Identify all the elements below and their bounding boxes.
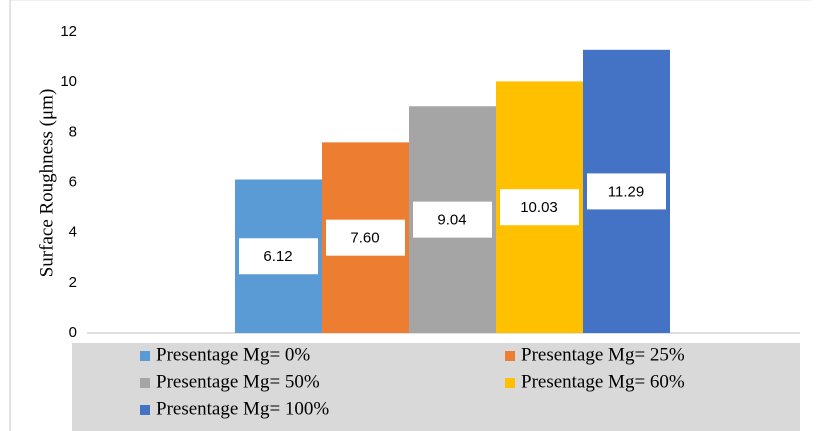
y-axis-label: Surface Roughness (μm) — [36, 89, 57, 278]
value-label: 9.04 — [437, 212, 466, 229]
value-label: 11.29 — [608, 183, 644, 200]
value-label: 6.12 — [263, 248, 292, 265]
y-tick-label: 10 — [60, 73, 77, 90]
value-label-box — [500, 189, 579, 226]
y-tick-label: 0 — [69, 324, 77, 341]
legend-label: Presentage Mg= 0% — [156, 344, 310, 365]
legend-label: Presentage Mg= 100% — [156, 398, 329, 419]
legend-label: Presentage Mg= 50% — [156, 371, 320, 392]
value-label-box — [587, 173, 666, 210]
value-label-box — [326, 219, 405, 256]
y-tick-label: 2 — [69, 274, 77, 291]
y-tick-label: 4 — [69, 224, 77, 241]
y-tick-label: 6 — [69, 173, 77, 190]
legend-label: Presentage Mg= 25% — [521, 344, 685, 365]
legend-box — [72, 343, 800, 431]
legend-label: Presentage Mg= 60% — [521, 371, 685, 392]
legend-swatch — [140, 405, 150, 415]
value-label-box — [413, 201, 492, 238]
value-label-box — [239, 238, 318, 275]
legend-swatch — [140, 378, 150, 388]
value-label: 7.60 — [350, 230, 379, 247]
y-tick-label: 12 — [60, 23, 77, 40]
legend-swatch — [505, 351, 515, 361]
legend-swatch — [505, 378, 515, 388]
y-tick-label: 8 — [69, 123, 77, 140]
value-label: 10.03 — [520, 199, 558, 216]
legend-swatch — [140, 351, 150, 361]
